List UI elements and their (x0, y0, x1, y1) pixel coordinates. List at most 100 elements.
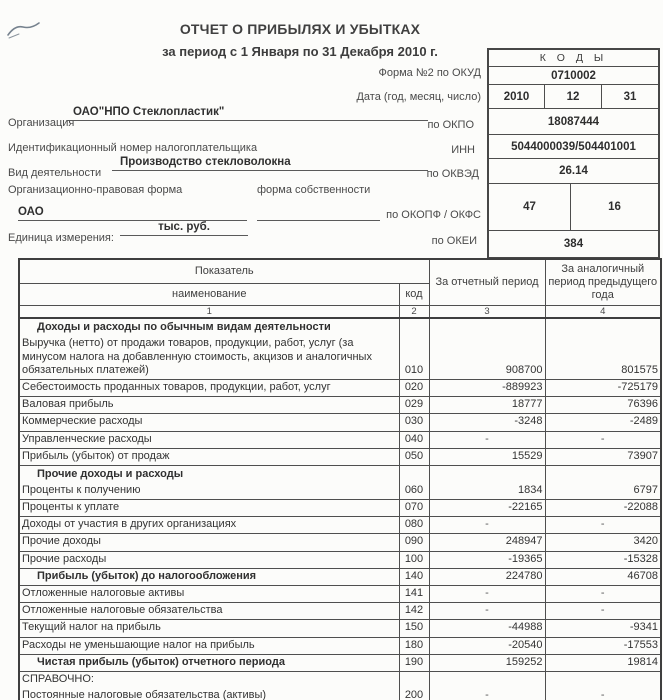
label-okved: по ОКВЭД (426, 168, 479, 180)
unit-label: Единица измерения: (8, 232, 114, 244)
row-previous-period-cell: - (544, 670, 662, 700)
column-number-1: 1 (18, 305, 400, 320)
code-date-month: 12 (544, 85, 601, 108)
row-code-cell: 080 (398, 516, 430, 535)
code-okpo: 18087444 (489, 108, 658, 134)
row-previous-period-cell: 76396 (544, 396, 662, 415)
row-code-cell: 200 (398, 670, 430, 700)
codes-box-header: К О Д Ы (539, 52, 608, 64)
row-current-period-cell: 1834 (428, 482, 546, 501)
row-name-cell: Расходы не уменьшающие налог на прибыль (18, 636, 400, 655)
row-name-cell: Прочие доходы (18, 533, 400, 552)
code-okfs: 16 (570, 184, 658, 230)
row-previous-period-cell: -15328 (544, 550, 662, 569)
row-name-cell: Прибыль (убыток) от продаж (18, 447, 400, 466)
row-previous-period-cell: - (544, 585, 662, 604)
row-current-period-cell: 159252 (428, 653, 546, 672)
row-name-cell: СПРАВОЧНО: Постоянные налоговые обязатель… (18, 670, 400, 700)
header-current-period: За отчетный период (428, 258, 546, 306)
activity-label: Вид деятельности (8, 167, 102, 179)
codes-box: К О Д Ы 0710002 2010 12 31 18087444 5044… (487, 48, 660, 259)
row-current-period-cell: 18777 (428, 396, 546, 415)
legal-form-value: ОАО (18, 206, 247, 221)
table-row: Себестоимость проданных товаров, продукц… (18, 378, 662, 398)
row-current-period-cell: 908700 (428, 335, 546, 380)
row-current-period-cell: - (428, 430, 546, 449)
row-name-cell: Прочие расходы (18, 550, 400, 569)
row-current-period-cell (428, 317, 546, 337)
row-name-cell: Доходы от участия в других организациях (18, 516, 400, 535)
code-okei: 384 (489, 230, 658, 257)
profit-loss-table: Показатель За отчетный период За аналоги… (18, 258, 662, 700)
row-previous-period-cell: - (544, 516, 662, 535)
row-code-cell: 100 (398, 550, 430, 569)
row-code-cell: 070 (398, 499, 430, 518)
table-row: Прочие расходы 100 -19365 -15328 (18, 550, 662, 569)
column-number-2: 2 (398, 305, 430, 320)
row-code-cell: 150 (398, 619, 430, 638)
header-name: наименование (18, 283, 400, 306)
header-code: код (398, 283, 430, 306)
row-previous-period-cell: - (544, 430, 662, 449)
row-previous-period-cell: -17553 (544, 636, 662, 655)
table-row: Управленческие расходы 040- - (18, 430, 662, 449)
row-current-period-cell: -20540 (428, 636, 546, 655)
header-previous-period: За аналогичный период предыдущего года (544, 258, 662, 306)
profit-loss-table-body: Доходы и расходы по обычным видам деятел… (18, 317, 662, 700)
unit-value: тыс. руб. (120, 221, 248, 236)
legal-form-label: Организационно-правовая форма (8, 184, 183, 196)
row-code-cell: 040 (398, 430, 430, 449)
code-date-year: 2010 (503, 90, 530, 103)
row-code-cell (398, 464, 430, 483)
row-current-period-cell: -889923 (428, 378, 546, 398)
table-row: Расходы не уменьшающие налог на прибыль 1… (18, 636, 662, 655)
row-previous-period-cell: 3420 (544, 533, 662, 552)
code-okopf-okfs-row: 47 16 (489, 183, 658, 230)
label-okopf-okfs: по ОКОПФ / ОКФС (386, 209, 481, 221)
table-row: Проценты к уплате 070 -22165 -22088 (18, 499, 662, 518)
report-title: ОТЧЕТ О ПРИБЫЛЯХ И УБЫТКАХ (179, 21, 421, 37)
row-name-cell: Себестоимость проданных товаров, продукц… (18, 378, 400, 398)
row-previous-period-cell: 73907 (544, 447, 662, 466)
organization-value: ОАО"НПО Стеклопластик" (67, 106, 428, 121)
pen-scribble-mark (7, 22, 40, 39)
row-code-cell: 090 (398, 533, 430, 552)
row-name-cell: Текущий налог на прибыль (18, 619, 400, 638)
row-current-period-cell: -19365 (428, 550, 546, 569)
row-code-cell: 142 (398, 602, 430, 621)
taxpayer-id-label: Идентификационный номер налогоплательщик… (8, 142, 258, 154)
organization-label: Организация (8, 117, 75, 129)
row-code-cell: 010 (398, 335, 430, 380)
row-previous-period-cell: 46708 (544, 567, 662, 587)
table-header-row-2: наименование код (18, 283, 661, 306)
row-previous-period-cell (544, 464, 662, 483)
row-code-cell (398, 317, 430, 337)
row-current-period-cell: 224780 (428, 567, 546, 587)
row-name-cell: Коммерческие расходы (18, 413, 400, 432)
row-code-cell: 141 (398, 585, 430, 604)
header-indicator: Показатель (18, 258, 430, 284)
row-name-cell: Валовая прибыль (18, 396, 400, 415)
row-current-period-cell: - (428, 516, 546, 535)
row-current-period-cell: 15529 (428, 447, 546, 466)
label-okud: Форма №2 по ОКУД (378, 67, 481, 79)
table-row: СПРАВОЧНО: Постоянные налоговые обязатель… (18, 670, 662, 700)
row-current-period-cell: -44988 (428, 619, 546, 638)
table-row: Доходы от участия в других организациях 0… (18, 516, 662, 535)
table-row: Отложенные налоговые обязательства 142- - (18, 602, 662, 621)
row-previous-period-cell: 801575 (544, 335, 662, 380)
table-row: Выручка (нетто) от продажи товаров, прод… (18, 335, 662, 380)
row-name-cell: Отложенные налоговые обязательства (18, 602, 400, 621)
table-row: Прочие доходы 090 248947 3420 (18, 533, 662, 552)
table-row: Доходы и расходы по обычным видам деятел… (18, 317, 662, 337)
row-name-cell: Прочие доходы и расходы (18, 464, 400, 483)
row-previous-period-cell (544, 317, 662, 337)
row-name-cell: Отложенные налоговые активы (18, 585, 400, 604)
table-row: Проценты к получению 060 1834 6797 (18, 482, 662, 501)
ownership-value-line (257, 206, 380, 221)
row-previous-period-cell: 19814 (544, 653, 662, 672)
row-code-cell: 030 (398, 413, 430, 432)
row-current-period-cell: - (428, 670, 546, 700)
row-code-cell: 180 (398, 636, 430, 655)
row-code-cell: 050 (398, 447, 430, 466)
